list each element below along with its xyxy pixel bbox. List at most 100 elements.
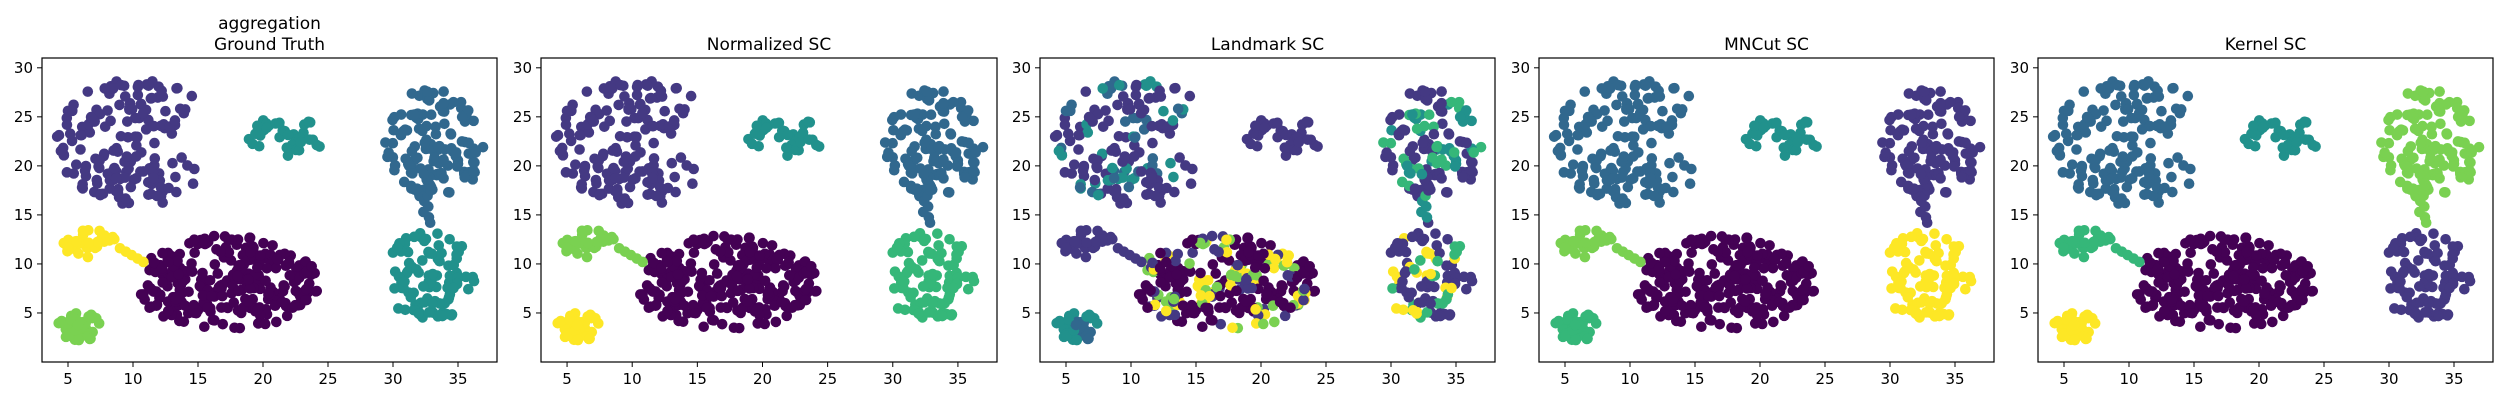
data-point [659,105,671,117]
data-point [395,109,407,120]
data-point [908,109,920,120]
data-point [82,251,94,263]
data-point [795,136,806,148]
data-point [2247,262,2259,273]
data-point [1582,309,1594,321]
data-point [1722,255,1734,266]
data-point [938,118,950,130]
data-point [566,105,577,117]
data-point [1215,318,1227,330]
data-point [287,302,298,314]
data-point [1960,283,1971,295]
data-point [1569,319,1581,331]
data-point [2071,144,2082,155]
data-point [1694,290,1706,301]
data-point [1899,266,1911,277]
y-tick-label: 10 [1012,255,1031,273]
y-tick-label: 25 [14,108,33,126]
data-point [810,286,821,297]
data-point [2088,236,2099,248]
data-point [933,240,944,251]
data-point [105,115,116,127]
data-point [2208,268,2220,279]
data-point [1773,296,1785,308]
data-point [800,283,812,295]
data-point [1174,152,1185,163]
data-point [670,293,681,305]
data-point [183,286,194,298]
data-point [2127,132,2139,143]
data-point [2423,298,2434,309]
y-tick-label: 5 [1520,304,1530,322]
data-point [1741,232,1752,244]
data-point [923,95,935,106]
data-point [1416,168,1428,180]
data-point [1648,190,1660,202]
data-point [671,255,683,267]
data-point [2409,308,2420,319]
data-point [1387,283,1398,294]
data-point [2182,90,2194,102]
data-point [1930,240,1942,251]
data-point [406,145,418,157]
data-point [456,111,468,123]
data-point [1634,166,1646,177]
data-point [450,147,462,158]
data-point [592,318,604,329]
data-point [1781,270,1793,281]
data-point [85,111,97,123]
data-point [613,99,624,111]
data-point [2267,316,2278,328]
x-tick-label: 30 [1381,370,1400,388]
data-point [968,115,979,127]
data-point [1170,82,1181,94]
y-tick-label: 5 [2019,304,2029,322]
data-point [77,225,89,237]
data-point [2459,283,2470,295]
data-point [913,308,924,319]
data-point [611,187,623,199]
data-point [637,166,648,177]
x-tick-label: 5 [1061,370,1071,388]
data-point [696,290,708,301]
y-tick-label: 10 [2010,255,2029,273]
data-point [1268,262,1280,274]
data-point [1807,286,1819,297]
x-tick-label: 30 [383,370,402,388]
data-point [1397,304,1409,316]
data-point [913,123,925,135]
data-point [591,236,603,248]
data-point [2248,120,2259,132]
scatter-points [550,76,989,346]
data-point [656,247,668,259]
data-point [744,283,755,294]
data-point [1591,189,1603,201]
data-point [1449,249,1460,260]
data-point [2134,256,2145,268]
data-point [1075,225,1087,237]
data-point [1558,167,1570,178]
data-point [1145,172,1157,184]
data-point [771,253,783,265]
data-point [598,83,610,94]
data-point [417,255,428,266]
data-point [1930,141,1941,153]
data-point [951,241,963,252]
data-point [1877,137,1888,148]
data-point [411,183,423,194]
panel-title-line: Ground Truth [214,35,325,55]
data-point [2172,152,2183,163]
data-point [391,242,403,253]
data-point [962,283,974,295]
data-point [1685,299,1697,311]
data-point [1599,105,1610,116]
data-point [668,115,680,126]
data-point [1129,132,1141,143]
data-point [108,145,119,156]
data-point [732,285,744,297]
data-point [956,111,968,123]
data-point [1622,181,1634,193]
data-point [1767,262,1779,274]
data-point [631,89,643,101]
data-point [1742,246,1753,258]
